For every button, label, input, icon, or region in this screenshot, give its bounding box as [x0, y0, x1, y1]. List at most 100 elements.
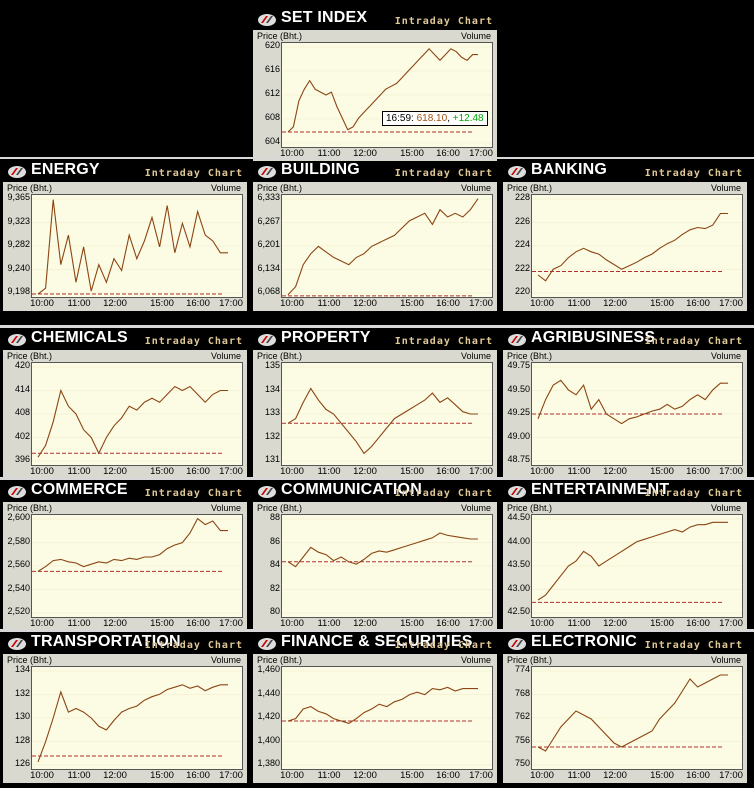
volume-label: Volume — [460, 183, 491, 193]
price-line — [537, 212, 728, 282]
price-line — [37, 684, 228, 763]
logo-shape — [258, 166, 276, 178]
x-tick-label: 11:00 — [317, 618, 341, 629]
x-tick-label: 16:00 — [686, 770, 710, 781]
x-tick-label: 11:00 — [67, 770, 91, 781]
price-plot — [282, 518, 492, 614]
x-tick-label: 12:00 — [103, 770, 127, 781]
y-tick-label: 616 — [264, 64, 280, 74]
chart-panel: BUILDING Intraday Chart Price (Bht.) Volume… — [251, 161, 499, 311]
chart-title: BUILDING — [281, 161, 360, 178]
y-tick-label: 224 — [514, 239, 530, 249]
x-tick-label: 10:00 — [280, 298, 304, 309]
price-plot — [282, 46, 492, 144]
plot-area — [31, 194, 243, 298]
logo-shape — [8, 334, 26, 346]
logo-shape — [258, 486, 276, 498]
chart-panel: TRANSPORTATION Intraday Chart Price (Bht.)… — [1, 633, 249, 783]
x-tick-label: 16:00 — [186, 618, 210, 629]
logo-stripe — [516, 488, 523, 495]
chart-subtitle: Intraday Chart — [144, 168, 243, 179]
price-line — [287, 686, 478, 725]
y-tick-label: 1,420 — [257, 711, 280, 721]
y-tick-label: 80 — [269, 606, 280, 616]
price-plot — [282, 366, 492, 462]
chart-panel: PROPERTY Intraday Chart Price (Bht.) Volume… — [251, 329, 499, 479]
logo-shape — [258, 638, 276, 650]
logo-stripe — [261, 488, 268, 495]
brand-logo-icon — [508, 334, 526, 346]
plot-area — [281, 666, 493, 770]
x-tick-label: 17:00 — [719, 618, 743, 629]
chart-title: PROPERTY — [281, 329, 371, 346]
x-tick-label: 12:00 — [103, 618, 127, 629]
y-tick-label: 43.50 — [507, 559, 530, 569]
y-tick-label: 220 — [514, 286, 530, 296]
price-line — [37, 199, 228, 295]
x-tick-label: 12:00 — [103, 298, 127, 309]
x-tick-label: 15:00 — [150, 770, 174, 781]
row-separator — [0, 477, 754, 480]
x-tick-label: 17:00 — [469, 618, 493, 629]
chart-area: Price (Bht.) Volume 135 134 133 132 131 10:00 11… — [253, 350, 497, 479]
chart-area: Price (Bht.) Volume 44.50 44.00 43.50 43.00 42… — [503, 502, 747, 631]
y-tick-label: 42.50 — [507, 606, 530, 616]
y-tick-label: 608 — [264, 112, 280, 122]
chart-panel: SET INDEX Intraday Chart Price (Bht.) Volum… — [251, 9, 499, 166]
chart-subtitle: Intraday Chart — [144, 640, 243, 651]
panel-header: TRANSPORTATION Intraday Chart — [1, 633, 249, 653]
chart-panel: ELECTRONIC Intraday Chart Price (Bht.) Volu… — [501, 633, 749, 783]
y-tick-label: 9,365 — [7, 192, 30, 202]
y-tick-label: 84 — [269, 559, 280, 569]
chart-subtitle: Intraday Chart — [394, 168, 493, 179]
y-tick-label: 43.00 — [507, 582, 530, 593]
y-tick-label: 750 — [514, 758, 530, 768]
x-tick-label: 11:00 — [317, 298, 341, 309]
x-tick-label: 16:00 — [436, 618, 460, 629]
chart-subtitle: Intraday Chart — [394, 336, 493, 347]
logo-shape — [508, 334, 526, 346]
y-axis-label: Price (Bht.) — [257, 655, 303, 665]
logo-shape — [258, 14, 276, 26]
logo-shape — [8, 486, 26, 498]
x-tick-label: 10:00 — [30, 466, 54, 477]
logo-stripe — [266, 168, 273, 175]
panel-header: ENTERTAINMENT Intraday Chart — [501, 481, 749, 501]
logo-stripe — [266, 640, 273, 647]
x-tick-label: 15:00 — [150, 298, 174, 309]
x-tick-label: 11:00 — [67, 466, 91, 477]
row-separator — [0, 629, 754, 632]
chart-subtitle: Intraday Chart — [144, 336, 243, 347]
logo-shape — [508, 638, 526, 650]
x-tick-label: 15:00 — [400, 466, 424, 477]
y-tick-label: 774 — [514, 664, 530, 674]
y-tick-label: 44.50 — [507, 512, 530, 522]
x-tick-label: 10:00 — [30, 770, 54, 781]
logo-stripe — [266, 488, 273, 495]
x-tick-label: 17:00 — [469, 148, 493, 159]
row-separator — [0, 157, 754, 159]
y-axis-label: Price (Bht.) — [507, 183, 553, 193]
volume-label: Volume — [210, 183, 241, 193]
price-plot — [532, 366, 742, 462]
panel-header: COMMUNICATION Intraday Chart — [251, 481, 499, 501]
chart-panel: ENERGY Intraday Chart Price (Bht.) Volume 9,… — [1, 161, 249, 311]
logo-shape — [8, 638, 26, 650]
x-tick-label: 15:00 — [150, 466, 174, 477]
x-tick-label: 16:00 — [686, 618, 710, 629]
x-tick-label: 15:00 — [650, 298, 674, 309]
logo-stripe — [261, 640, 268, 647]
panel-header: ELECTRONIC Intraday Chart — [501, 633, 749, 653]
x-tick-label: 16:00 — [186, 298, 210, 309]
chart-area: Price (Bht.) Volume 2,600 2,580 2,560 2,540 2,… — [3, 502, 247, 631]
chart-subtitle: Intraday Chart — [644, 488, 743, 499]
chart-subtitle: Intraday Chart — [394, 640, 493, 651]
panel-header: AGRIBUSINESS Intraday Chart — [501, 329, 749, 349]
x-tick-label: 12:00 — [353, 770, 377, 781]
x-tick-label: 16:00 — [186, 466, 210, 477]
price-line — [287, 198, 479, 296]
price-plot — [32, 366, 242, 462]
panel-header: COMMERCE Intraday Chart — [1, 481, 249, 501]
chart-title: FINANCE & SECURITIES — [281, 633, 473, 650]
x-tick-label: 11:00 — [317, 770, 341, 781]
